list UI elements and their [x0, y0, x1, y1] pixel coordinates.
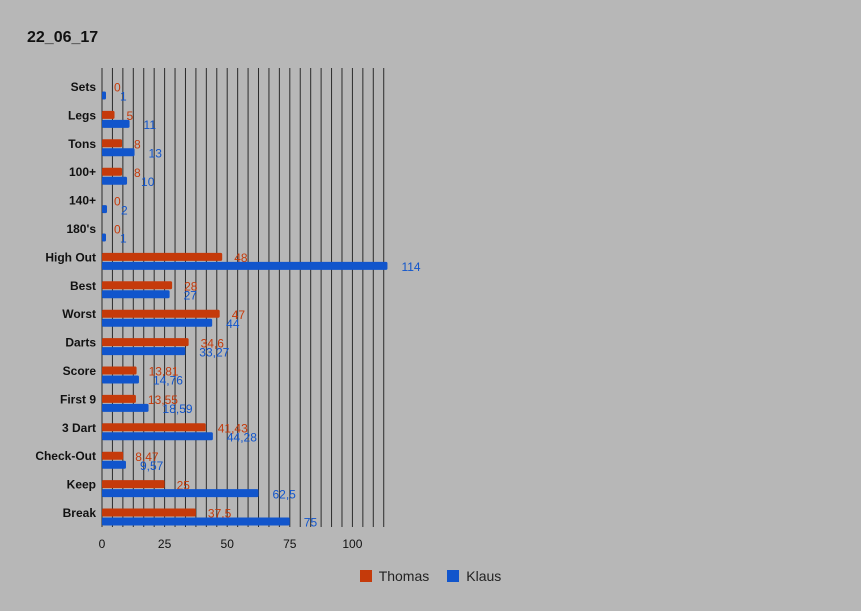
- thomas-data-label: 5: [127, 109, 134, 123]
- thomas-bar: [102, 480, 165, 489]
- category-label: 180's: [66, 222, 96, 236]
- klaus-data-label: 44: [226, 317, 240, 331]
- thomas-data-label: 41,43: [218, 421, 248, 435]
- category-label: Check-Out: [35, 449, 96, 463]
- klaus-data-label: 14,76: [153, 374, 183, 388]
- thomas-bar: [102, 508, 196, 517]
- klaus-bar: [102, 91, 106, 100]
- klaus-bar: [102, 176, 128, 185]
- thomas-bar: [102, 338, 189, 347]
- klaus-data-label: 1: [120, 90, 127, 104]
- klaus-bar: [102, 205, 108, 214]
- thomas-data-label: 0: [114, 194, 121, 208]
- klaus-data-label: 9,57: [140, 459, 164, 473]
- klaus-bar: [102, 460, 126, 469]
- category-label: Worst: [62, 307, 96, 321]
- klaus-data-label: 18,59: [163, 402, 193, 416]
- legend-item: Thomas: [359, 568, 430, 584]
- thomas-bar: [102, 309, 220, 318]
- category-label: First 9: [60, 392, 96, 406]
- klaus-bar: [102, 148, 135, 157]
- legend: Thomas Klaus: [0, 568, 861, 584]
- category-label: Sets: [71, 80, 97, 94]
- thomas-data-label: 8: [134, 166, 141, 180]
- klaus-bar: [102, 119, 130, 128]
- thomas-data-label: 28: [184, 279, 198, 293]
- klaus-data-label: 13: [149, 146, 163, 160]
- category-label: 3 Dart: [62, 421, 96, 435]
- x-tick-label: 0: [99, 537, 106, 551]
- category-label: 140+: [69, 194, 96, 208]
- thomas-data-label: 25: [177, 478, 191, 492]
- klaus-data-label: 27: [184, 288, 198, 302]
- klaus-bar: [102, 489, 259, 498]
- thomas-data-label: 13,55: [148, 393, 178, 407]
- thomas-bar: [102, 167, 123, 176]
- category-label: Score: [63, 364, 97, 378]
- thomas-data-label: 37,5: [208, 507, 232, 521]
- category-label: Darts: [65, 336, 96, 350]
- thomas-data-label: 13,81: [149, 365, 179, 379]
- legend-swatch: [359, 570, 372, 582]
- category-label: 100+: [69, 165, 96, 179]
- category-label: Keep: [67, 478, 96, 492]
- thomas-data-label: 0: [114, 81, 121, 95]
- category-label: High Out: [45, 250, 96, 264]
- klaus-bar: [102, 517, 290, 526]
- thomas-data-label: 48: [234, 251, 248, 265]
- thomas-bar: [102, 366, 137, 375]
- x-tick-label: 100: [342, 537, 362, 551]
- category-label: Break: [63, 506, 97, 520]
- thomas-bar: [102, 281, 173, 290]
- klaus-bar: [102, 290, 170, 299]
- thomas-bar: [102, 139, 123, 148]
- klaus-data-label: 75: [304, 516, 318, 530]
- klaus-bar: [102, 347, 186, 356]
- x-tick-label: 75: [283, 537, 297, 551]
- thomas-data-label: 47: [232, 308, 246, 322]
- klaus-data-label: 44,28: [227, 430, 257, 444]
- category-label: Legs: [68, 108, 96, 122]
- klaus-bar: [102, 233, 106, 242]
- legend-item: Klaus: [447, 568, 501, 584]
- klaus-bar: [102, 375, 139, 384]
- thomas-data-label: 34,6: [201, 336, 225, 350]
- x-tick-label: 50: [221, 537, 235, 551]
- klaus-bar: [102, 261, 388, 270]
- klaus-bar: [102, 432, 213, 441]
- thomas-data-label: 8: [134, 137, 141, 151]
- thomas-bar: [102, 423, 206, 432]
- thomas-bar: [102, 451, 124, 460]
- klaus-bar: [102, 318, 213, 327]
- legend-swatch: [447, 570, 460, 582]
- category-label: Tons: [68, 137, 96, 151]
- klaus-data-label: 62,5: [273, 487, 297, 501]
- thomas-bar: [102, 394, 136, 403]
- category-label: Best: [70, 279, 96, 293]
- legend-label: Thomas: [378, 568, 430, 584]
- klaus-data-label: 114: [401, 260, 420, 274]
- klaus-bar: [102, 403, 149, 412]
- klaus-data-label: 11: [144, 118, 157, 132]
- klaus-data-label: 33,27: [199, 345, 229, 359]
- klaus-data-label: 10: [141, 175, 155, 189]
- thomas-data-label: 8,47: [135, 450, 159, 464]
- klaus-data-label: 1: [120, 232, 127, 246]
- klaus-data-label: 2: [121, 203, 128, 217]
- chart-title: 22_06_17: [27, 29, 99, 46]
- legend-label: Klaus: [466, 568, 502, 584]
- thomas-bar: [102, 110, 115, 119]
- x-tick-label: 25: [158, 537, 172, 551]
- thomas-bar: [102, 252, 223, 261]
- thomas-data-label: 0: [114, 223, 121, 237]
